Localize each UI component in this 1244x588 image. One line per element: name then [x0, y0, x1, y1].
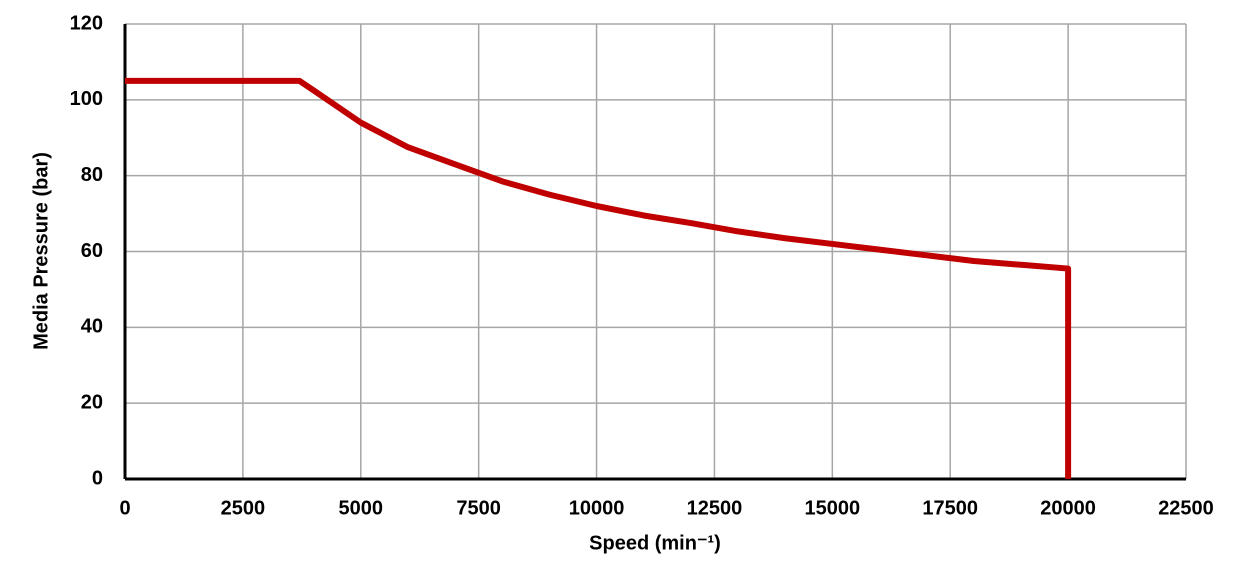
y-tick-label: 80: [81, 164, 103, 186]
y-tick-label: 60: [81, 240, 103, 262]
x-tick-label: 5000: [339, 497, 384, 519]
y-tick-label: 40: [81, 316, 103, 338]
x-tick-label: 22500: [1158, 497, 1214, 519]
x-tick-label: 0: [119, 497, 130, 519]
x-tick-label: 15000: [805, 497, 861, 519]
y-tick-label: 20: [81, 391, 103, 413]
x-tick-label: 2500: [221, 497, 266, 519]
x-tick-label: 10000: [569, 497, 625, 519]
x-tick-label: 20000: [1040, 497, 1096, 519]
y-tick-label: 120: [70, 12, 103, 34]
y-axis-title: Media Pressure (bar): [30, 152, 52, 350]
data-line: [125, 77, 1072, 479]
x-axis-title: Speed (min⁻¹): [589, 532, 721, 554]
y-tick-label: 100: [70, 88, 103, 110]
x-tick-label: 12500: [687, 497, 743, 519]
x-tick-label: 7500: [456, 497, 501, 519]
y-tick-label: 0: [92, 467, 103, 489]
x-tick-label: 17500: [922, 497, 978, 519]
